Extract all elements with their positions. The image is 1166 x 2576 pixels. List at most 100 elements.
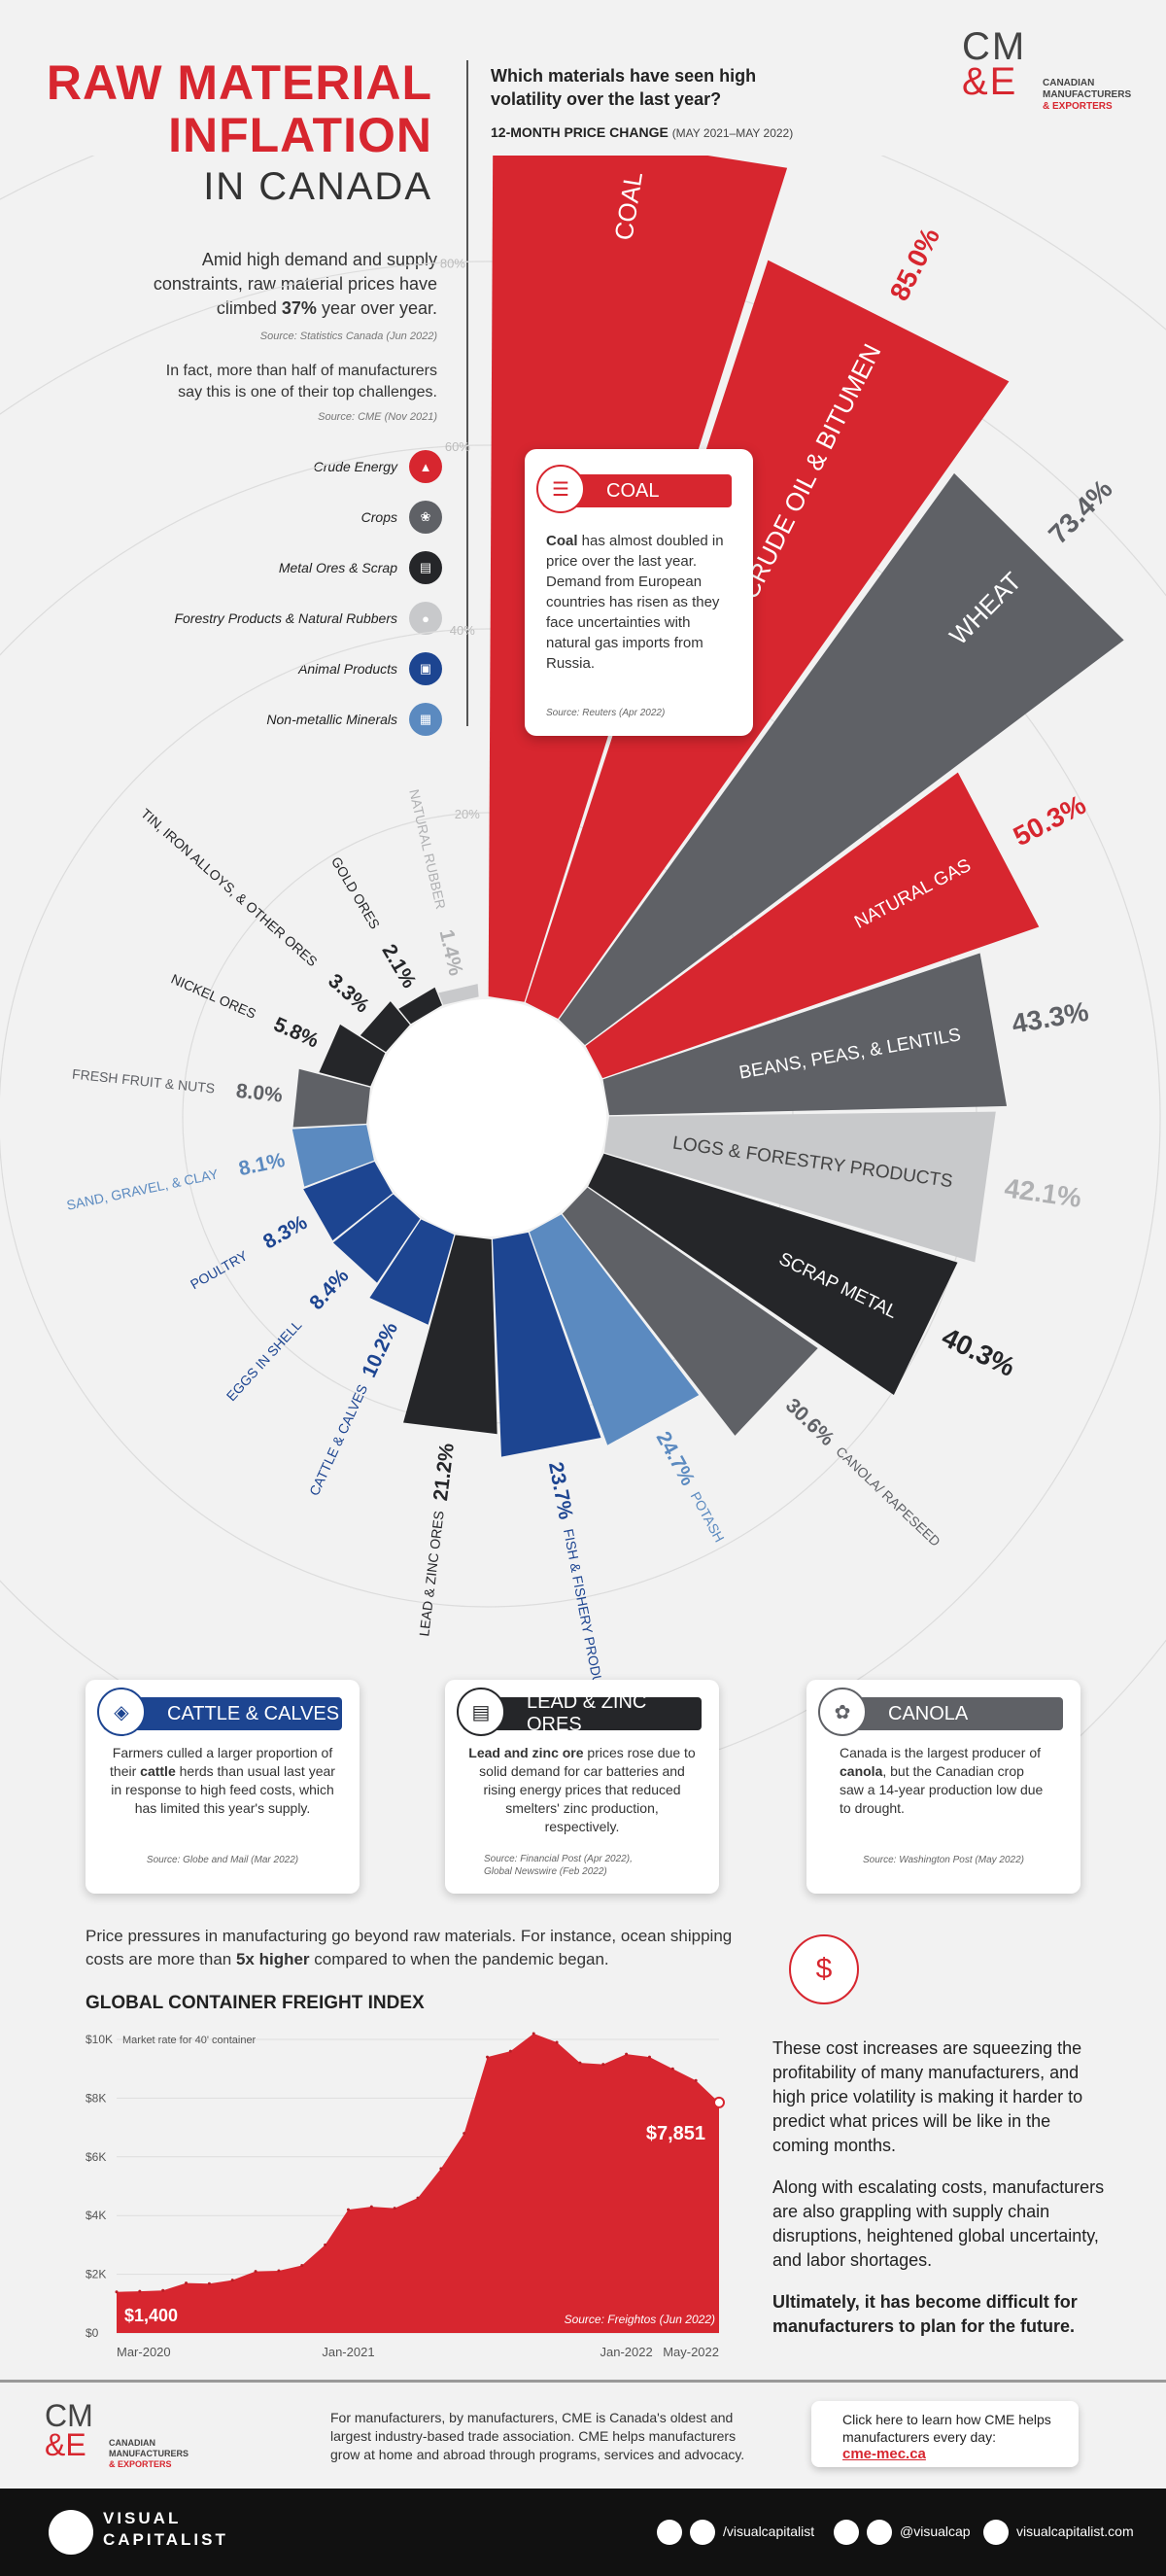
bar-wheat	[559, 472, 1124, 1045]
data-point	[185, 2281, 189, 2285]
end-point	[713, 2096, 725, 2108]
bar-potash	[529, 1214, 700, 1445]
legend-label: Crops	[360, 509, 397, 525]
coal-callout-card: COAL ☰ Coal has almost doubled in price …	[525, 449, 753, 736]
bar-logs-forestry-products	[603, 1111, 996, 1263]
bar-natural-gas	[585, 772, 1040, 1079]
twitter-instagram-handle[interactable]: @visualcap	[900, 2524, 971, 2539]
data-point	[115, 2290, 119, 2294]
value-label: 3.3%	[324, 970, 373, 1018]
data-point	[486, 2055, 490, 2059]
grid-ring	[0, 444, 1161, 1750]
tick-label: 80%	[440, 256, 465, 270]
chart-question: Which materials have seen high volatilit…	[491, 66, 757, 109]
website-icon[interactable]	[983, 2520, 1009, 2545]
coal-card-header: COAL	[542, 474, 732, 507]
legend-label: Non-metallic Minerals	[266, 712, 397, 727]
value-label: 8.3%	[259, 1211, 311, 1254]
bar-scrap-metal	[588, 1153, 958, 1396]
freight-intro: Price pressures in manufacturing go beyo…	[86, 1927, 733, 1968]
twitter-icon[interactable]	[834, 2520, 859, 2545]
cow-icon: ◈	[97, 1688, 146, 1736]
value-label: 42.1%	[1003, 1172, 1083, 1213]
value-label: 85.0%	[884, 223, 945, 305]
legend-item-crops: Crops ❀	[97, 501, 442, 534]
legend-item-metal-ores-scrap: Metal Ores & Scrap ▤	[97, 551, 442, 584]
data-point	[647, 2055, 651, 2059]
wheelbarrow-icon: ☰	[536, 465, 585, 513]
page-title-sub: IN CANADA	[203, 165, 432, 208]
value-label: 30.6%	[781, 1394, 839, 1450]
package-icon: ▣	[409, 652, 442, 685]
summary-paragraph-2: Along with escalating costs, manufacture…	[772, 2177, 1105, 2270]
logs-icon: ●	[409, 602, 442, 635]
data-point	[138, 2289, 142, 2293]
data-point	[254, 2270, 257, 2274]
bar-tin-iron-alloys-other-ores	[360, 1001, 410, 1053]
cta-link[interactable]: cme-mec.ca	[842, 2446, 926, 2462]
bricks-icon: ▦	[409, 703, 442, 736]
coal-card-body: Coal has almost doubled in price over th…	[546, 533, 724, 672]
visual-capitalist-logo-icon	[49, 2510, 93, 2555]
summary-paragraph-3: Ultimately, it has become difficult for …	[772, 2292, 1078, 2336]
chart-center	[369, 999, 606, 1236]
legend-item-animal-products: Animal Products ▣	[97, 652, 442, 685]
data-point	[300, 2264, 304, 2268]
bar-poultry	[303, 1161, 393, 1241]
footer-cme-logo: CM &E	[45, 2398, 93, 2462]
category-label: CANOLA/ RAPESEED	[833, 1444, 943, 1549]
cta-text: Click here to learn how CME helps manufa…	[842, 2412, 1051, 2445]
category-label: EGGS IN SHELL	[223, 1317, 305, 1405]
youtube-icon[interactable]	[690, 2520, 715, 2545]
data-point	[393, 2207, 396, 2210]
tick-label: 20%	[455, 807, 480, 821]
data-point	[416, 2196, 420, 2200]
website-link[interactable]: visualcapitalist.com	[1016, 2524, 1134, 2539]
value-label: 1.4%	[434, 927, 466, 978]
data-point	[532, 2032, 535, 2036]
data-point	[508, 2049, 512, 2053]
visual-capitalist-logo: VISUAL CAPITALIST	[103, 2509, 228, 2549]
page-title: RAW MATERIAL INFLATION	[39, 56, 432, 161]
freight-area	[117, 2033, 719, 2333]
y-axis-label: Market rate for 40' container	[122, 2035, 257, 2046]
category-label: POTASH	[688, 1489, 728, 1545]
flame-icon: ▲	[409, 450, 442, 483]
cme-logo-text: CANADIAN MANUFACTURERS & EXPORTERS	[1043, 78, 1132, 112]
bar-sand-gravel-clay	[292, 1125, 374, 1187]
freight-source: Source: Freightos (Jun 2022)	[565, 2313, 715, 2326]
y-tick-label: $6K	[86, 2150, 106, 2164]
category-label: TIN, IRON ALLOYS, & OTHER ORES	[138, 806, 321, 970]
value-label: 8.0%	[235, 1080, 284, 1107]
intro-paragraph-2: In fact, more than half of manufacturers…	[165, 363, 437, 400]
bar-eggs-in-shell	[332, 1194, 421, 1283]
value-label: 73.4%	[1043, 473, 1118, 549]
cattle-card-body: Farmers culled a larger proportion of th…	[110, 1745, 335, 1816]
category-label: LEAD & ZINC ORES	[416, 1510, 446, 1637]
footer-band: VISUAL CAPITALIST /visualcapitalist @visu…	[0, 2489, 1166, 2576]
start-value-label: $1,400	[124, 2306, 178, 2325]
value-label: 40.3%	[938, 1322, 1020, 1382]
x-tick-label: Jan-2021	[322, 2345, 374, 2359]
category-label: SAND, GRAVEL, & CLAY	[65, 1166, 221, 1213]
cme-cta-card[interactable]: Click here to learn how CME helps manufa…	[811, 2401, 1079, 2467]
legend-label: Metal Ores & Scrap	[278, 560, 397, 575]
data-point	[670, 2067, 674, 2071]
facebook-icon[interactable]	[657, 2520, 682, 2545]
value-label: 43.3%	[1010, 996, 1091, 1039]
header-divider	[466, 60, 468, 726]
category-label: POULTRY	[188, 1247, 251, 1292]
legend-label: Animal Products	[298, 661, 397, 677]
freight-chart-title: GLOBAL CONTAINER FREIGHT INDEX	[86, 1993, 425, 2013]
legend-item-non-metallic-minerals: Non-metallic Minerals ▦	[97, 703, 442, 736]
bar-canola-rapeseed	[562, 1187, 818, 1436]
value-label: 24.7%	[652, 1428, 700, 1490]
value-label: 5.8%	[270, 1013, 322, 1052]
wheat-icon: ❀	[409, 501, 442, 534]
data-point	[694, 2078, 698, 2082]
ingot-icon: ▤	[457, 1688, 505, 1736]
instagram-icon[interactable]	[867, 2520, 892, 2545]
canola-card: CANOLA ✿ Canada is the largest producer …	[806, 1680, 1080, 1894]
facebook-youtube-handle[interactable]: /visualcapitalist	[723, 2524, 815, 2539]
tick-label: 40%	[450, 623, 475, 638]
